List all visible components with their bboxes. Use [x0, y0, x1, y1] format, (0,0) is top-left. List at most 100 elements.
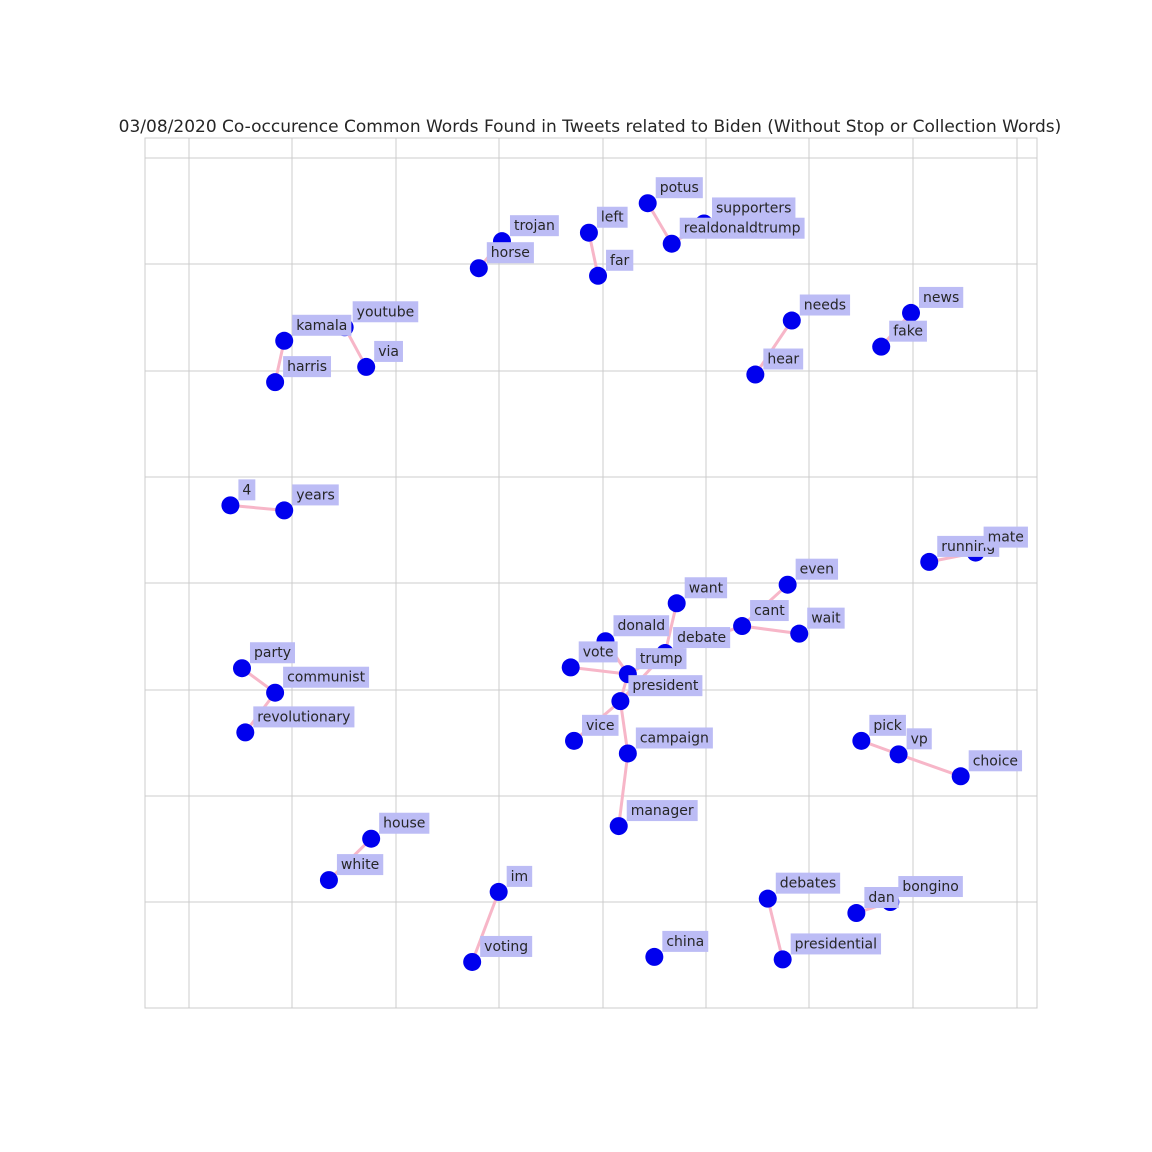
- label-layer: potus supporters realdonaldtrump left far tro…: [238, 177, 1028, 957]
- node-label-box: [379, 812, 430, 834]
- node-label-house: house: [379, 812, 430, 834]
- node-far: [589, 266, 608, 285]
- edge-vp-choice: [897, 752, 963, 778]
- node-needs: [782, 311, 801, 330]
- node-label-box: [775, 872, 841, 894]
- edge-vote-trump: [569, 665, 630, 676]
- node-label-text: presidential: [795, 936, 877, 952]
- node-want: [667, 594, 686, 613]
- node-4: [221, 496, 240, 515]
- edge-debates-presidential: [766, 897, 785, 961]
- node-label-text: trump: [640, 651, 683, 667]
- node-label-box: [509, 215, 559, 237]
- node-label-box: [889, 320, 927, 342]
- node-label-text: horse: [491, 245, 530, 261]
- node-label-supporters: supporters: [712, 197, 796, 219]
- node-label-text: vote: [583, 644, 614, 660]
- node-manager: [609, 817, 628, 836]
- node-label-communist: communist: [283, 666, 370, 688]
- node-label-box: [635, 727, 713, 749]
- node-label-bongino: bongino: [898, 876, 963, 898]
- node-label-box: [864, 887, 899, 909]
- node-label-box: [283, 356, 332, 378]
- node-revolutionary: [236, 723, 255, 742]
- node-label-text: party: [254, 645, 291, 661]
- chart-title: 03/08/2020 Co-occurence Common Words Fou…: [119, 117, 1062, 137]
- node-label-vote: vote: [578, 641, 618, 663]
- edge-4-years: [228, 503, 286, 512]
- node-years: [275, 501, 294, 520]
- node-label-want: want: [684, 577, 728, 599]
- node-label-box: [673, 627, 731, 649]
- node-pick: [852, 731, 871, 750]
- node-label-text: debate: [677, 630, 726, 646]
- node-label-box: [582, 714, 619, 736]
- node-label-text: 4: [242, 482, 251, 498]
- node-label-text: dan: [868, 890, 894, 906]
- node-label-kamala: kamala: [292, 314, 352, 336]
- node-label-trump: trump: [635, 648, 687, 670]
- node-voting: [463, 952, 482, 971]
- node-horse: [469, 259, 488, 278]
- node-label-harris: harris: [283, 356, 332, 378]
- node-via: [357, 357, 376, 376]
- node-label-box: [679, 217, 805, 239]
- node-label-text: house: [383, 816, 425, 832]
- node-label-far: far: [606, 249, 634, 271]
- node-label-box: [968, 750, 1023, 772]
- node-label-hear: hear: [763, 348, 804, 370]
- node-label-party: party: [249, 642, 295, 664]
- node-label-text: even: [800, 562, 834, 578]
- node-harris: [266, 373, 285, 392]
- node-im: [489, 882, 508, 901]
- node-label-box: [613, 615, 670, 637]
- node-label-box: [486, 242, 534, 264]
- node-label-text: fake: [893, 324, 923, 340]
- node-label-text: vp: [911, 731, 928, 747]
- node-dan: [847, 904, 866, 923]
- node-label-box: [253, 706, 355, 728]
- node-label-text: donald: [617, 618, 665, 634]
- node-white: [319, 871, 338, 890]
- node-house: [362, 829, 381, 848]
- node-label-horse: horse: [486, 242, 534, 264]
- node-label-presidential: presidential: [790, 933, 882, 955]
- node-label-text: debates: [780, 876, 836, 892]
- node-label-box: [906, 728, 932, 750]
- node-label-box: [807, 607, 845, 629]
- node-label-text: want: [689, 580, 724, 596]
- node-vote: [561, 658, 580, 677]
- node-vice: [565, 731, 584, 750]
- node-label-text: harris: [287, 359, 327, 375]
- node-label-text: news: [923, 290, 959, 306]
- node-label-realdonaldtrump: realdonaldtrump: [679, 217, 805, 239]
- node-news: [902, 303, 921, 322]
- node-label-text: trojan: [514, 218, 555, 234]
- node-wait: [790, 624, 809, 643]
- node-label-president: president: [628, 675, 703, 697]
- node-label-text: hear: [767, 352, 799, 368]
- node-label-vp: vp: [906, 728, 932, 750]
- node-president: [611, 692, 630, 711]
- node-label-debates: debates: [775, 872, 841, 894]
- node-label-text: potus: [660, 180, 699, 196]
- node-label-im: im: [506, 865, 533, 887]
- node-label-box: [336, 854, 384, 876]
- node-label-text: via: [378, 344, 399, 360]
- node-choice: [951, 767, 970, 786]
- node-label-even: even: [795, 558, 839, 580]
- node-label-text: realdonaldtrump: [684, 221, 801, 237]
- node-label-campaign: campaign: [635, 727, 713, 749]
- node-label-youtube: youtube: [352, 301, 419, 323]
- node-label-text: voting: [484, 939, 528, 955]
- node-label-box: [283, 666, 370, 688]
- node-label-box: [578, 641, 618, 663]
- node-label-text: supporters: [716, 200, 791, 216]
- node-label-box: [898, 876, 963, 898]
- node-left: [579, 223, 598, 242]
- node-label-text: president: [632, 678, 699, 694]
- node-running: [920, 552, 939, 571]
- node-potus: [638, 194, 657, 213]
- node-label-text: far: [610, 253, 630, 269]
